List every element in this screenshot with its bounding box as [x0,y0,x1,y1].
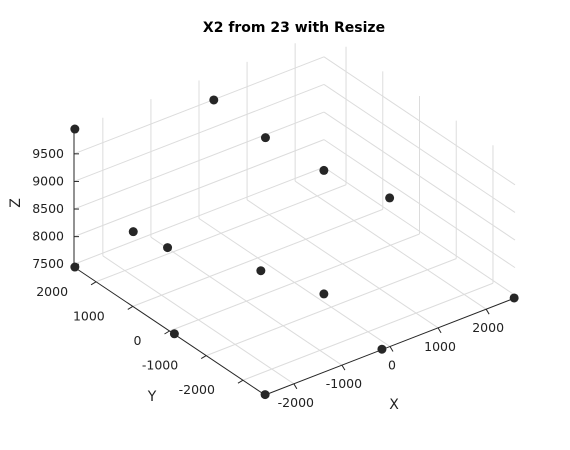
gridline-side-z [323,166,516,296]
gridline-floor-y [169,233,420,332]
y-tick-label: 1000 [73,308,105,323]
gridline-side-z [323,111,516,241]
gridline-back-z [73,139,325,238]
x-tick-mark [293,383,298,390]
z-tick-label: 9500 [32,146,64,161]
gridline-back-z [73,56,325,155]
gridline-floor-y [242,282,494,381]
chart-title: X2 from 23 with Resize [203,20,385,36]
gridline-back-z [73,83,325,182]
y-tick-label: -1000 [142,358,178,373]
y-tick-mark [90,281,97,286]
data-point [128,227,138,237]
gridline-back-z [73,166,325,265]
x-tick-label: 2000 [472,320,504,335]
tick-labels: -2000-1000010002000-2000-100001000200075… [32,146,504,410]
y-tick-mark [237,379,244,384]
y-tick-mark [164,330,170,335]
z-tick-label: 9000 [32,173,64,188]
x-tick-mark [341,364,346,371]
x-tick-mark [389,346,394,352]
data-point [256,266,266,276]
z-tick-label: 8500 [32,201,64,216]
gridline-side-z [323,56,516,186]
grid-lines [73,43,516,385]
gridline-side-z [323,84,516,213]
data-point [385,193,395,203]
y-tick-mark [200,355,207,360]
data-point [509,293,519,303]
data-point [377,344,387,354]
x-tick-mark [485,308,490,315]
x-tick-label: -1000 [326,376,362,391]
data-point [319,165,329,175]
data-point [163,243,173,253]
data-point [169,329,179,339]
z-tick-label: 8000 [32,229,64,244]
data-point [70,124,80,134]
x-tick-mark [437,327,442,334]
gridline-floor-y [95,184,347,283]
gridline-floor-y [206,258,457,357]
data-point [260,133,270,143]
y-tick-mark [127,305,134,310]
data-point [260,390,270,400]
data-point [319,289,329,299]
z-tick-label: 7500 [32,256,64,271]
gridline-back-z [73,111,325,210]
y-axis-label: Y [147,389,157,405]
y-tick-label: 2000 [36,284,68,299]
y-tick-label: 0 [134,333,142,348]
x-tick-label: 0 [388,358,396,373]
gridline-side-z [323,139,516,269]
y-tick-label: -2000 [179,382,215,397]
x-tick-label: 1000 [424,339,456,354]
data-point [209,95,219,105]
data-points [70,95,519,400]
data-point [70,262,80,272]
x-tick-label: -2000 [278,395,314,410]
z-axis-label: Z [8,198,24,208]
x-axis-label: X [389,397,399,413]
gridline-floor-y [132,208,383,307]
